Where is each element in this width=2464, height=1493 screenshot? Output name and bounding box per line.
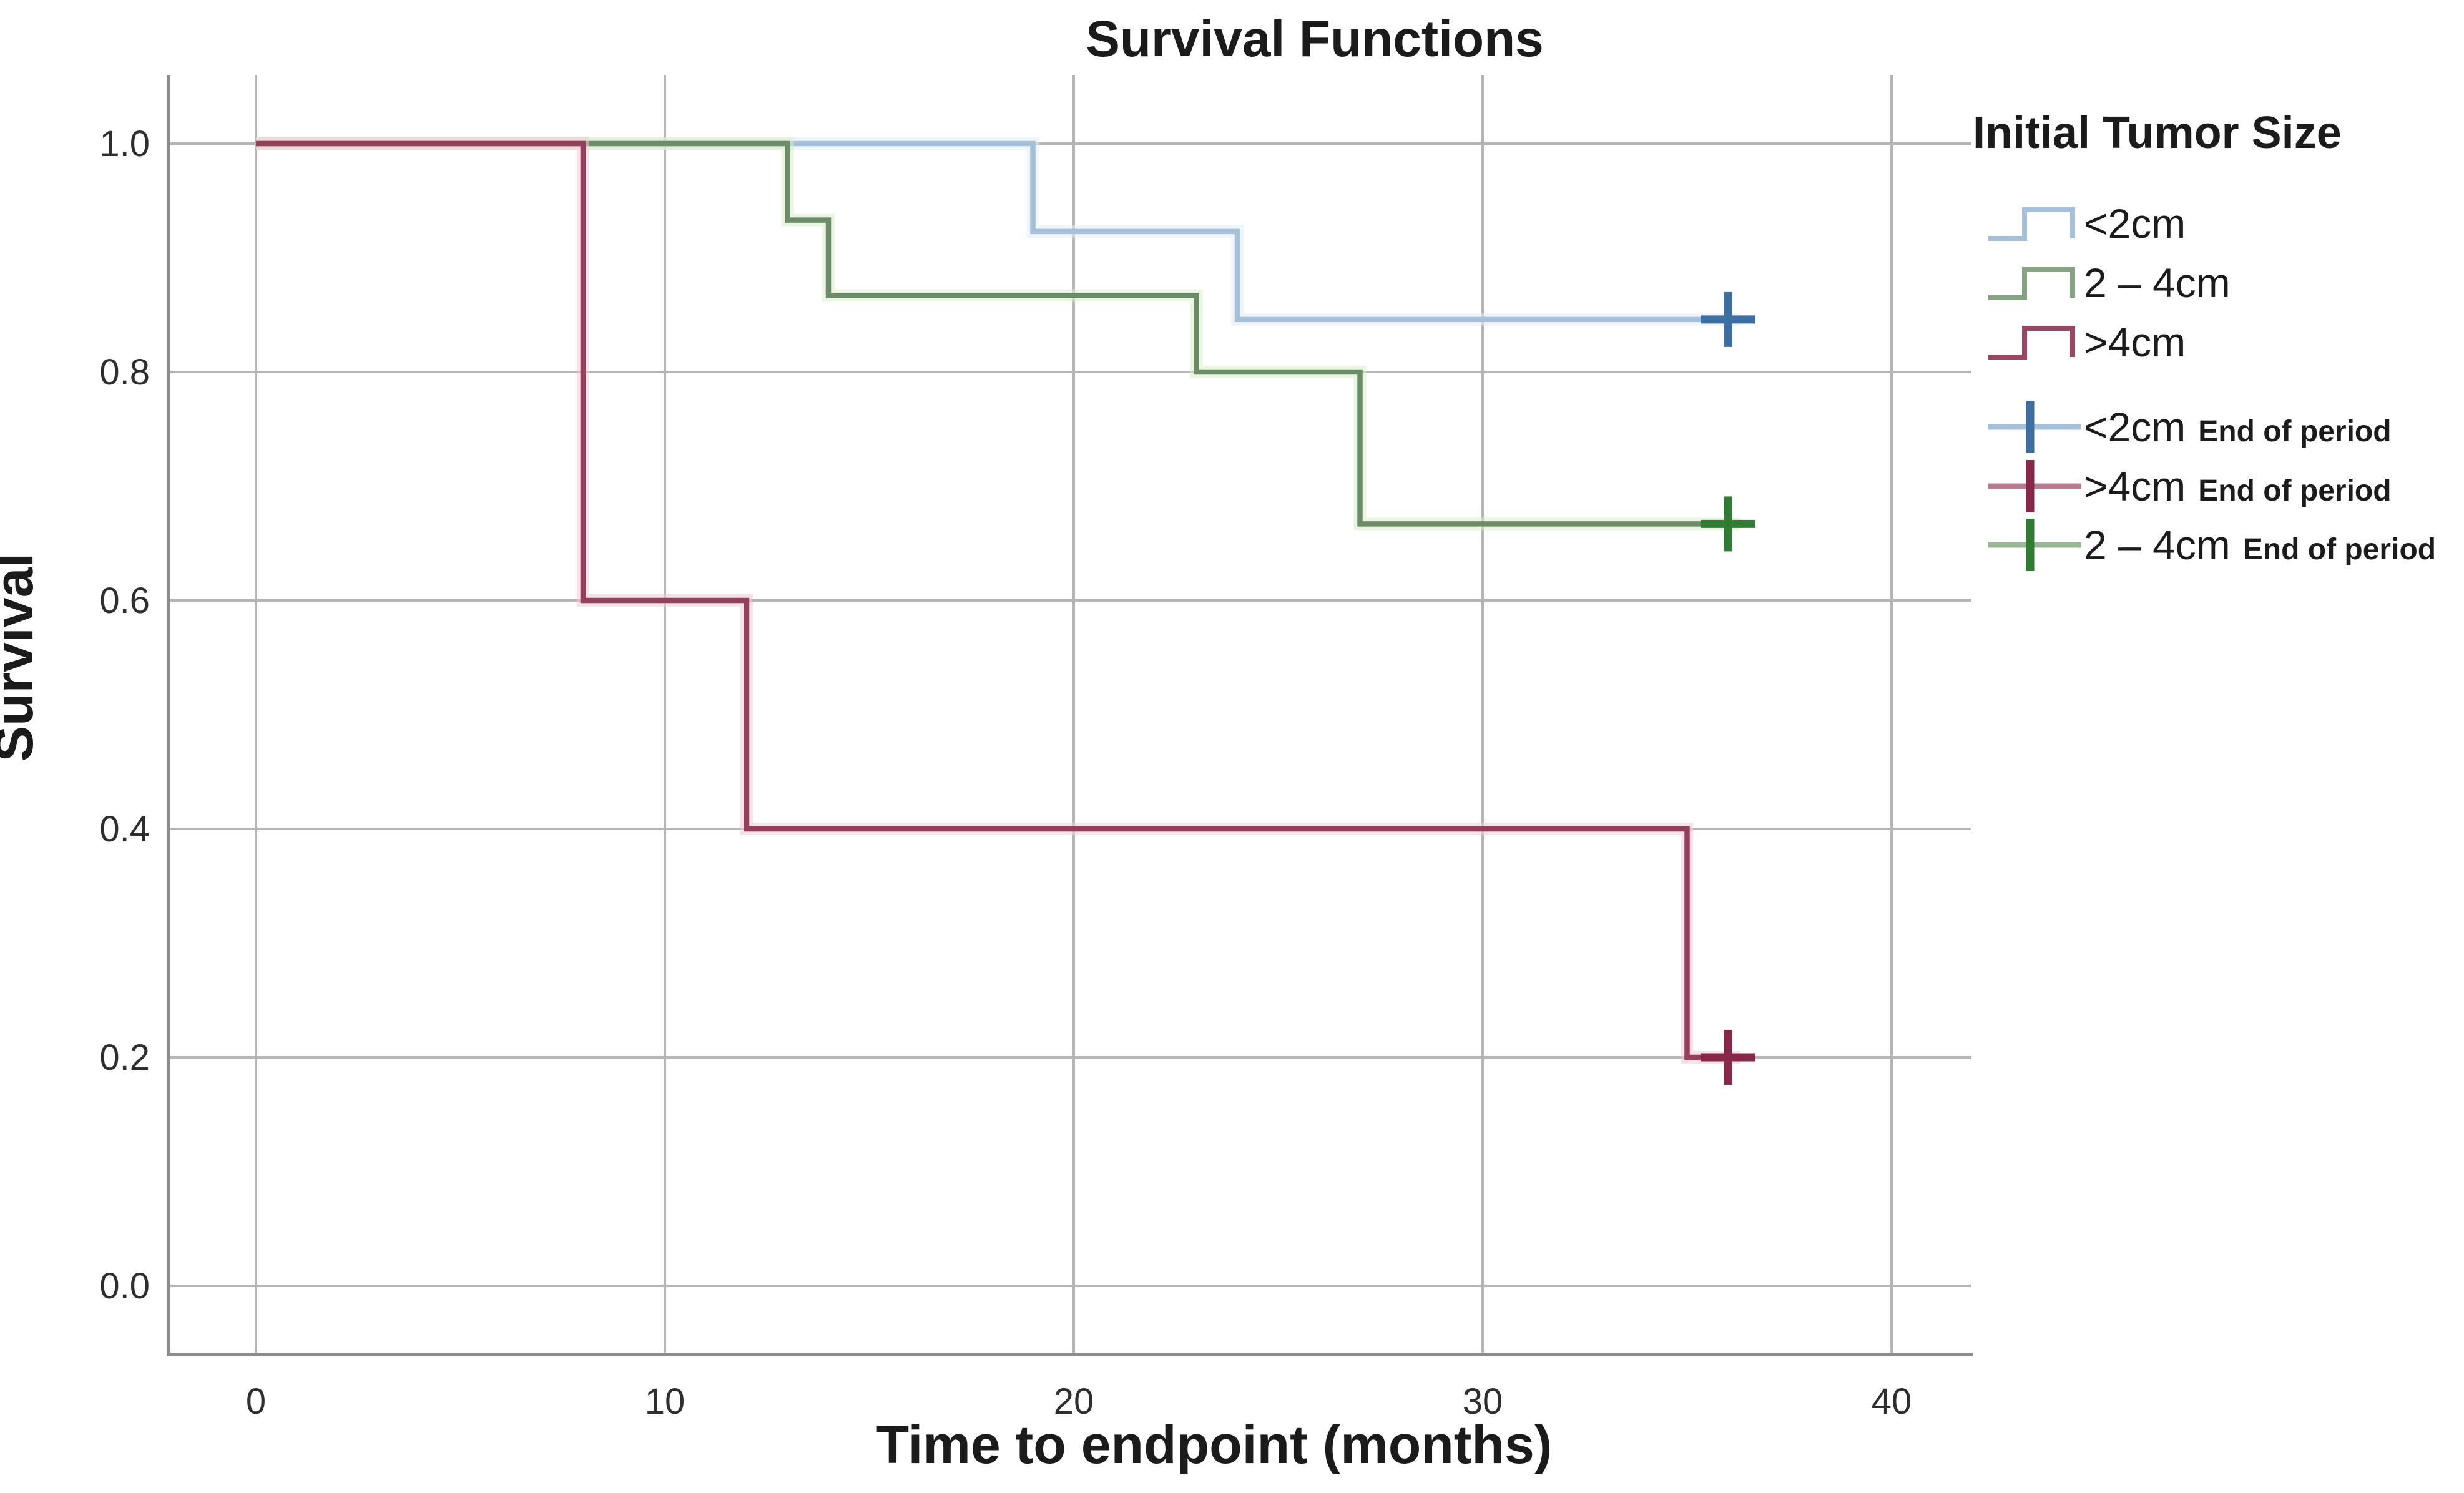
legend-title: Initial Tumor Size [1973,108,2342,158]
curve-glow-2 – 4cm [256,137,1740,531]
y-axis-title: Survival [0,553,44,762]
legend-item-gt4cm-censored: >4cm End of period [1988,460,2392,512]
legend-item-lt2cm: <2cm [1988,200,2186,247]
legend: Initial Tumor Size <2cm 2 – 4cm >4cm <2c… [1973,108,2436,571]
legend-item-2to4cm: 2 – 4cm [1988,260,2231,306]
x-tick-label-10: 10 [645,1381,685,1422]
x-tick-label-0: 0 [246,1381,266,1422]
legend-item-lt2cm-censored: <2cm End of period [1988,401,2392,453]
x-tick-label-20: 20 [1054,1381,1094,1422]
step-line-icon [1988,267,2075,300]
step-line-icon [1988,207,2075,241]
y-tick-label-1.0: 1.0 [99,124,150,164]
x-axis-title: Time to endpoint (months) [876,1415,1553,1475]
survival-curve-<2cm [256,140,1740,323]
x-tick-label-40: 40 [1872,1381,1912,1422]
y-tick-label-0.4: 0.4 [99,809,150,849]
legend-item-label: >4cm End of period [2084,463,2392,509]
legend-item-label: <2cm [2084,200,2186,247]
censor-marks [1701,291,1755,1085]
survival-curve-2 – 4cm [256,140,1740,527]
survival-curves [256,137,1740,1064]
y-tick-label-0.6: 0.6 [99,580,150,621]
tick-labels: 0 10 20 30 40 1.0 0.8 0.6 0.4 0.2 0.0 [99,124,1912,1422]
legend-item-2to4cm-censored: 2 – 4cm End of period [1988,519,2436,571]
legend-item-label: 2 – 4cm End of period [2084,522,2436,568]
legend-item-label: <2cm End of period [2084,404,2392,450]
legend-item-gt4cm: >4cm [1988,319,2186,365]
y-tick-label-0.0: 0.0 [99,1266,150,1306]
y-tick-label-0.2: 0.2 [99,1037,150,1078]
chart-title: Survival Functions [1086,11,1544,67]
legend-item-label: 2 – 4cm [2084,260,2231,306]
legend-item-label: >4cm [2084,319,2186,365]
step-line-icon [1988,326,2075,360]
y-tick-label-0.8: 0.8 [99,352,150,393]
survival-curve->4cm [256,140,1740,1060]
x-tick-label-30: 30 [1463,1381,1503,1422]
gridlines [169,75,1971,1354]
